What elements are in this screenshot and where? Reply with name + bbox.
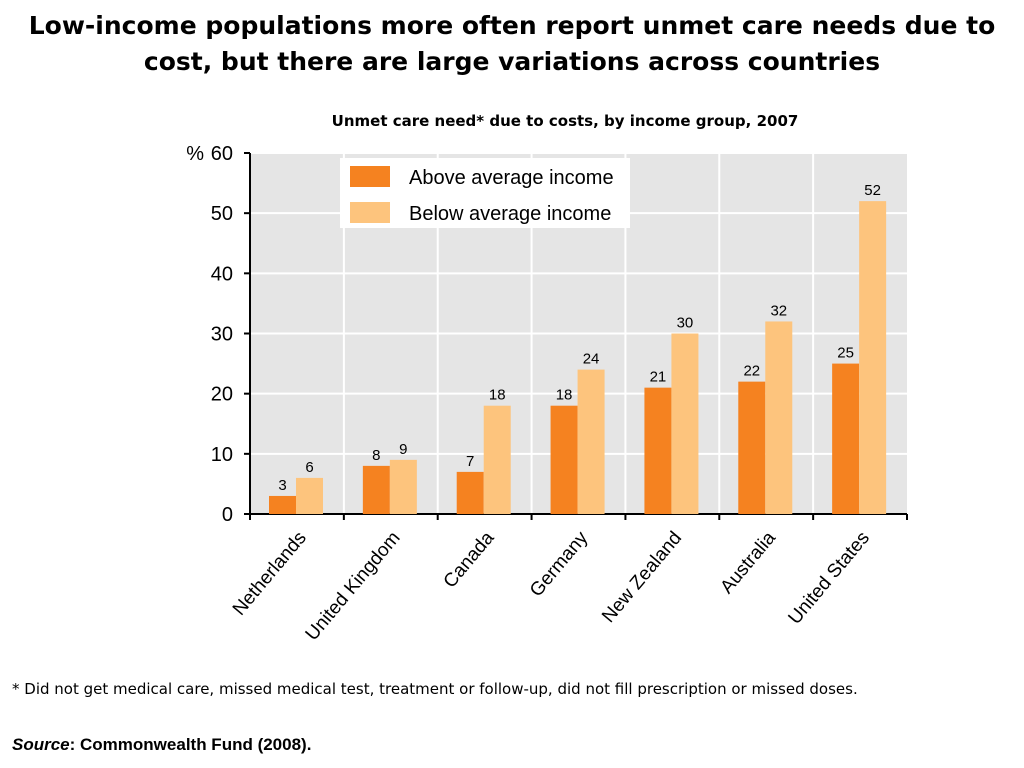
chart-title: Unmet care need* due to costs, by income…	[331, 112, 799, 130]
data-label: 18	[556, 387, 573, 404]
y-tick-label: 10	[211, 444, 233, 466]
data-label: 18	[489, 387, 506, 404]
y-tick-label: 20	[211, 384, 233, 406]
source-note: Source: Commonwealth Fund (2008).	[12, 735, 311, 755]
y-axis-label: %	[186, 143, 204, 165]
bar	[456, 471, 484, 514]
data-label: 25	[837, 345, 854, 362]
bar	[765, 321, 793, 514]
y-tick-label: 30	[211, 324, 233, 346]
bar	[671, 333, 699, 514]
y-tick-label: 60	[211, 143, 233, 165]
source-label: Source	[12, 735, 70, 754]
bar	[269, 495, 296, 514]
bar-chart: 0 10 20 30 40 50 60% 3 6 Netherlands 8 9 United King…	[186, 143, 908, 645]
bar	[483, 405, 511, 514]
page-title: Low-income populations more often report…	[0, 8, 1024, 80]
data-label: 6	[305, 459, 313, 476]
data-label: 3	[278, 477, 286, 494]
footnote: * Did not get medical care, missed medic…	[12, 680, 858, 698]
x-tick-label: Australia	[716, 527, 780, 597]
data-label: 24	[583, 351, 600, 368]
legend-swatch	[350, 166, 390, 187]
x-tick-label: Canada	[440, 527, 499, 592]
bar	[362, 465, 390, 514]
x-tick-label: Netherlands	[229, 528, 311, 620]
source-text: : Commonwealth Fund (2008).	[69, 735, 312, 754]
data-label: 52	[864, 182, 881, 199]
bar	[859, 201, 887, 514]
legend-label: Below average income	[409, 203, 611, 225]
x-tick-label: United States	[784, 528, 873, 629]
data-label: 8	[372, 447, 380, 464]
bar	[550, 405, 578, 514]
data-label: 21	[650, 369, 667, 386]
legend-swatch	[350, 202, 390, 223]
x-tick-label: United Kingdom	[302, 528, 405, 645]
y-tick-label: 0	[222, 504, 233, 526]
page-title-line-1: Low-income populations more often report…	[28, 11, 996, 40]
bar	[644, 387, 672, 514]
y-tick-label: 50	[211, 203, 233, 225]
y-tick-label: 40	[211, 263, 233, 285]
legend-label: Above average income	[409, 167, 614, 189]
x-tick-label: Germany	[526, 527, 593, 601]
bar	[738, 381, 766, 514]
bar	[577, 369, 605, 514]
bar	[296, 477, 323, 514]
data-label: 22	[743, 363, 760, 380]
bar	[389, 459, 417, 514]
x-tick-label: New Zealand	[598, 528, 686, 627]
bar	[832, 363, 860, 514]
data-label: 30	[677, 315, 694, 332]
data-label: 7	[466, 453, 474, 470]
data-label: 9	[399, 441, 407, 458]
data-label: 32	[770, 302, 787, 319]
page-title-line-2: cost, but there are large variations acr…	[143, 47, 881, 76]
